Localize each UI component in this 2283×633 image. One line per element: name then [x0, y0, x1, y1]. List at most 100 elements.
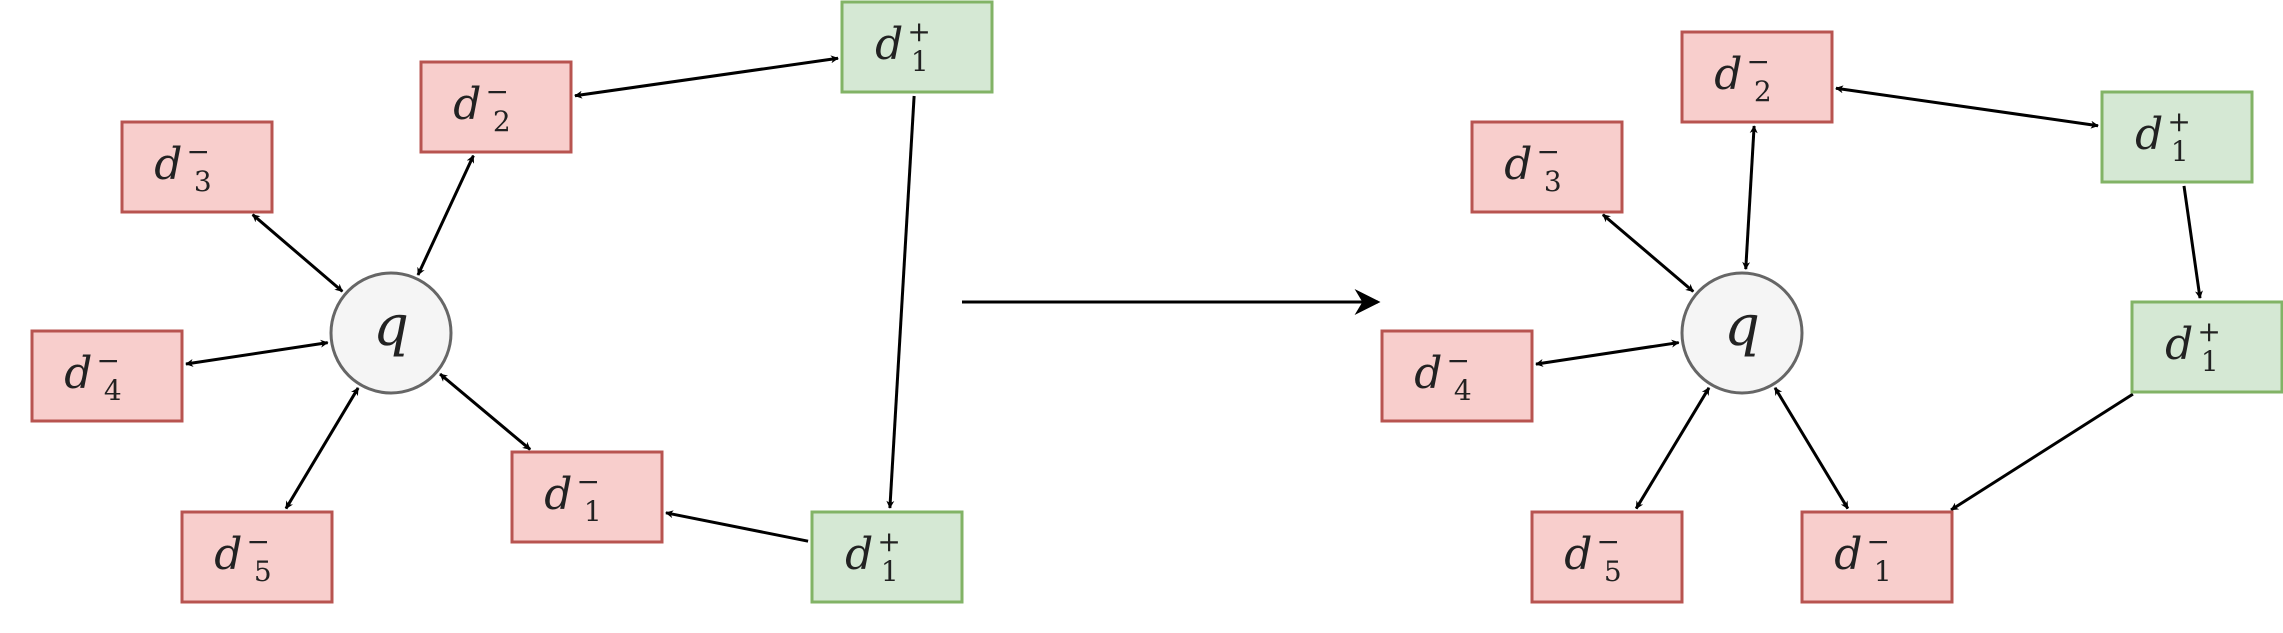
doc-label-sup: −: [1596, 525, 1619, 558]
doc-label-base: d: [1834, 529, 1862, 580]
doc-label-sup: −: [1746, 45, 1769, 78]
doc-label-sub: 2: [493, 105, 511, 138]
doc-label: d −4: [1414, 344, 1471, 407]
doc-label-sub: 1: [2201, 345, 2219, 378]
negative-doc-box: [120, 120, 274, 214]
edge-after-q-d3m: [1601, 213, 1695, 293]
doc-label-sup: −: [96, 344, 119, 377]
doc-label: d +1: [2135, 105, 2191, 168]
doc-label-sub: 1: [2171, 135, 2189, 168]
doc-label-sup: +: [2167, 105, 2190, 138]
edge-before-q-d2m: [416, 154, 475, 276]
diagram-before: qd −3d −2d −4d −5d −1d +1d +1: [30, 0, 994, 604]
negative-doc-box: [510, 450, 664, 544]
doc-label: d −5: [1564, 525, 1621, 588]
doc-label-sub: 1: [584, 495, 602, 528]
doc-label-base: d: [1504, 139, 1532, 190]
doc-label-base: d: [453, 79, 481, 130]
positive-doc-box: [840, 0, 994, 94]
query-label: q: [373, 294, 409, 359]
negative-doc-node: d −1: [510, 450, 664, 544]
query-node: q: [329, 271, 453, 395]
negative-doc-box: [419, 60, 573, 154]
doc-label: d −3: [154, 135, 211, 198]
doc-label: d +1: [845, 525, 901, 588]
edge-before-d1pA-d1pB: [886, 95, 916, 509]
negative-doc-node: d −3: [1470, 120, 1624, 214]
edge-after-q-d4m: [1535, 339, 1680, 367]
doc-label-sup: −: [246, 525, 269, 558]
doc-label-sub: 4: [1454, 374, 1472, 407]
negative-doc-box: [180, 510, 334, 604]
edges-layer: [185, 55, 2203, 543]
positive-doc-node: d +1: [2100, 90, 2254, 184]
edge-before-q-d1m: [439, 372, 532, 451]
doc-label-sub: 5: [1604, 555, 1622, 588]
doc-label-sub: 3: [1544, 165, 1562, 198]
doc-label-sup: +: [907, 15, 930, 48]
doc-label-base: d: [2165, 319, 2193, 370]
edge-before-d2m-d1pA: [574, 55, 839, 99]
doc-label-sub: 4: [104, 374, 122, 407]
doc-label-sub: 2: [1754, 75, 1772, 108]
doc-label: d −4: [64, 344, 121, 407]
doc-label-sup: −: [1866, 525, 1889, 558]
doc-label-sup: −: [485, 75, 508, 108]
query-circle: [329, 271, 453, 395]
query-label: q: [1724, 294, 1760, 359]
doc-label-sub: 5: [254, 555, 272, 588]
negative-doc-box: [30, 329, 184, 423]
doc-label-base: d: [64, 348, 92, 399]
doc-label: d −2: [453, 75, 510, 138]
doc-label: d −1: [544, 465, 601, 528]
doc-label: d −3: [1504, 135, 1561, 198]
doc-label-base: d: [1714, 49, 1742, 100]
edge-after-d2m-d1pA: [1835, 85, 2099, 129]
positive-doc-box: [2130, 300, 2283, 394]
negative-doc-node: d −5: [180, 510, 334, 604]
doc-label-sup: −: [186, 135, 209, 168]
doc-label-base: d: [845, 529, 873, 580]
negative-doc-box: [1680, 30, 1834, 124]
negative-doc-box: [1530, 510, 1684, 604]
edge-before-q-d4m: [185, 339, 329, 367]
negative-doc-node: d −4: [30, 329, 184, 423]
negative-doc-node: d −2: [419, 60, 573, 154]
negative-doc-box: [1800, 510, 1954, 604]
doc-label-base: d: [154, 139, 182, 190]
edge-before-d1pB-d1m: [665, 510, 809, 543]
doc-label: d +1: [2165, 315, 2221, 378]
doc-label: d −5: [214, 525, 271, 588]
negative-doc-node: d −3: [120, 120, 274, 214]
negative-doc-box: [1470, 120, 1624, 214]
doc-label-sup: −: [1446, 344, 1469, 377]
positive-doc-box: [810, 510, 964, 604]
doc-label-sup: −: [1536, 135, 1559, 168]
doc-label-base: d: [214, 529, 242, 580]
diagram-after: qd −2d −3d −4d −5 d −1d +1d +1: [1380, 30, 2283, 604]
doc-label-base: d: [1414, 348, 1442, 399]
nodes-layer: qd −3d −2d −4d −5d −1d +1d +1qd −2d −3d −4d −5 d −1d +…: [30, 0, 2283, 604]
edge-after-d1pB-d1m: [1950, 392, 2134, 512]
positive-doc-box: [2100, 90, 2254, 184]
negative-doc-node: d −1: [1800, 510, 1954, 604]
doc-label-base: d: [1564, 529, 1592, 580]
negative-doc-node: d −4: [1380, 329, 1534, 423]
edge-after-q-d1m: [1773, 387, 1850, 510]
edge-after-q-d5m: [1634, 387, 1711, 510]
negative-doc-node: d −5: [1530, 510, 1684, 604]
doc-label-base: d: [2135, 109, 2163, 160]
positive-doc-node: d +1: [810, 510, 964, 604]
doc-label-base: d: [875, 19, 903, 70]
doc-label-base: d: [544, 469, 572, 520]
edge-before-q-d5m: [284, 387, 360, 510]
edge-before-q-d3m: [251, 213, 344, 293]
query-circle: [1680, 271, 1804, 395]
doc-label-sub: 1: [911, 45, 929, 78]
doc-label: d +1: [875, 15, 931, 78]
doc-label-sub: 3: [194, 165, 212, 198]
edge-after-q-d2m: [1742, 125, 1758, 270]
positive-doc-node: d +1: [2130, 300, 2283, 394]
doc-label-sup: −: [576, 465, 599, 498]
